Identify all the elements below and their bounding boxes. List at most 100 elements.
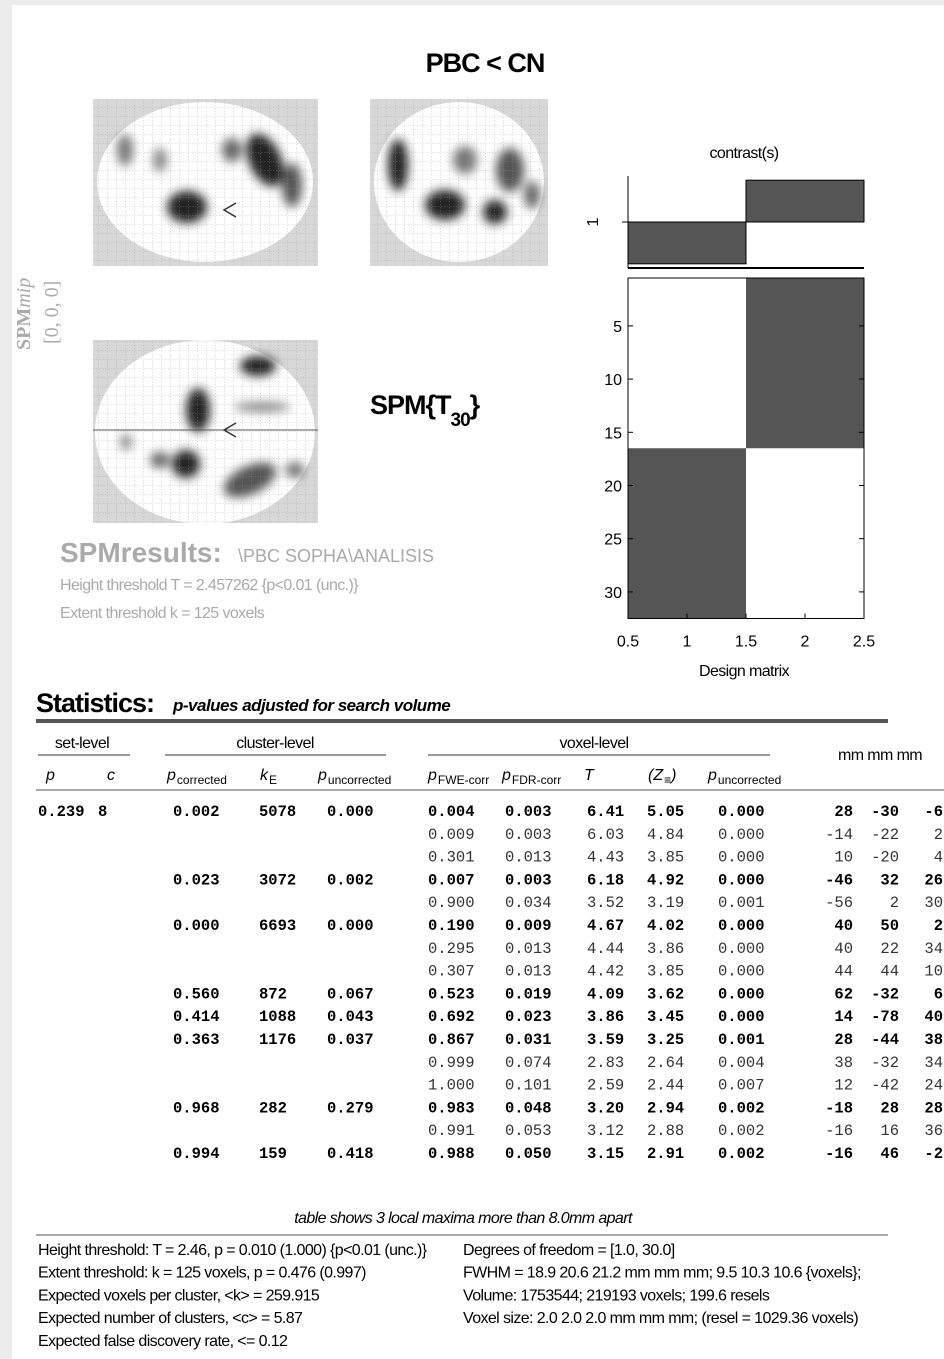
table-cell: 4.43 — [587, 849, 624, 867]
column-header-main: p — [45, 767, 55, 784]
table-cell: 16 — [880, 1122, 899, 1140]
mip-label: SPMmip — [13, 278, 35, 350]
stat-text: SPM{T — [370, 390, 452, 420]
table-cell: 6.41 — [587, 803, 624, 821]
table-cell: 30 — [924, 894, 943, 912]
table-cell: 2 — [934, 826, 943, 844]
table-cell: 0.190 — [428, 917, 475, 935]
table-cell: -6 — [924, 803, 943, 821]
table-cell: 0.053 — [505, 1122, 552, 1140]
table-cell: 0.000 — [718, 1008, 765, 1026]
footer-left: Extent threshold: k = 125 voxels, p = 0.… — [38, 1265, 366, 1282]
footer-left: Expected voxels per cluster, <k> = 259.9… — [38, 1287, 320, 1304]
table-cell: 2.64 — [647, 1054, 684, 1072]
table-cell: -42 — [871, 1077, 899, 1095]
table-cell: 0.004 — [428, 803, 475, 821]
results-path: \PBC SOPHA\ANALISIS — [238, 546, 434, 566]
stat-close: } — [470, 390, 481, 420]
stat-sub: 30 — [451, 410, 471, 431]
table-cell: -14 — [825, 826, 853, 844]
table-cell: 0.023 — [173, 871, 220, 889]
table-cell: 0.239 — [38, 803, 85, 821]
group-header: cluster-level — [236, 735, 314, 752]
table-cell: 40 — [834, 940, 853, 958]
table-cell: 2.44 — [647, 1077, 684, 1095]
column-header-main: (Z — [648, 767, 664, 784]
footer-right: Volume: 1753544; 219193 voxels; 199.6 re… — [463, 1287, 770, 1304]
table-cell: 3.45 — [647, 1008, 684, 1026]
table-cell: 0.000 — [718, 917, 765, 935]
y-tick-label: 20 — [604, 478, 622, 495]
table-cell: 0.007 — [718, 1077, 765, 1095]
table-cell: 32 — [880, 871, 899, 889]
table-cell: 10 — [924, 963, 943, 981]
y-tick-label: 10 — [604, 372, 622, 389]
table-cell: 0.002 — [718, 1122, 765, 1140]
table-cell: 0.000 — [718, 963, 765, 981]
table-cell: 3.59 — [587, 1031, 624, 1049]
extent-threshold: Extent threshold k = 125 voxels — [60, 605, 265, 622]
table-cell: 5.05 — [647, 803, 684, 821]
column-header-main: p — [317, 767, 327, 784]
table-cell: 0.019 — [505, 985, 552, 1003]
footer-left: Expected false discovery rate, <= 0.12 — [38, 1333, 288, 1350]
footer-right: Degrees of freedom = [1.0, 30.0] — [463, 1242, 675, 1259]
table-cell: 4.67 — [587, 917, 624, 935]
table-cell: 0.414 — [173, 1008, 220, 1026]
table-cell: -44 — [871, 1031, 899, 1049]
x-tick-label: 2 — [801, 634, 810, 651]
table-cell: -20 — [871, 849, 899, 867]
table-cell: 0.000 — [718, 826, 765, 844]
table-cell: 1.000 — [428, 1077, 475, 1095]
y-tick-label: 15 — [604, 425, 622, 442]
column-header-main: p — [501, 767, 511, 784]
table-cell: 12 — [834, 1077, 853, 1095]
table-cell: 0.003 — [505, 826, 552, 844]
table-cell: 0.043 — [327, 1008, 374, 1026]
table-cell: 0.295 — [428, 940, 475, 958]
table-cell: 62 — [834, 985, 853, 1003]
table-cell: 0.560 — [173, 985, 220, 1003]
results-title: SPMresults: — [60, 537, 222, 568]
table-cell: 0.067 — [327, 985, 374, 1003]
footer-left: Expected number of clusters, <c> = 5.87 — [38, 1310, 303, 1327]
table-cell: 40 — [924, 1008, 943, 1026]
table-cell: -16 — [825, 1122, 853, 1140]
footer-right: Voxel size: 2.0 2.0 2.0 mm mm mm; (resel… — [463, 1310, 858, 1327]
table-cell: 0.867 — [428, 1031, 475, 1049]
table-cell: 44 — [880, 963, 899, 981]
table-cell: 14 — [834, 1008, 853, 1026]
table-cell: 40 — [834, 917, 853, 935]
table-cell: 0.002 — [718, 1099, 765, 1117]
column-header-sub: ≡ — [664, 773, 671, 787]
table-cell: 8 — [98, 803, 107, 821]
table-cell: 2.59 — [587, 1077, 624, 1095]
table-cell: 24 — [924, 1077, 943, 1095]
table-cell: 50 — [880, 917, 899, 935]
table-cell: 3.25 — [647, 1031, 684, 1049]
table-cell: 0.000 — [173, 917, 220, 935]
column-header: p — [45, 767, 55, 784]
footer-right: FWHM = 18.9 20.6 21.2 mm mm mm; 9.5 10.3… — [463, 1265, 861, 1282]
x-tick-label: 1.5 — [735, 634, 757, 651]
table-cell: 0.037 — [327, 1031, 374, 1049]
column-header: T — [584, 767, 595, 784]
table-cell: 6.03 — [587, 826, 624, 844]
y-tick-label: 5 — [613, 319, 622, 336]
contrast-label: 1 — [585, 217, 602, 226]
contrast-bar — [628, 222, 746, 264]
table-cell: 3072 — [259, 871, 296, 889]
table-cell: 34 — [924, 1054, 943, 1072]
table-cell: 4.92 — [647, 871, 684, 889]
table-cell: 0.418 — [327, 1145, 374, 1163]
table-cell: 6693 — [259, 917, 296, 935]
table-cell: -18 — [825, 1099, 853, 1117]
column-header-main: p — [427, 767, 437, 784]
mip-coords: [0, 0, 0] — [41, 281, 63, 344]
table-cell: 3.12 — [587, 1122, 624, 1140]
table-cell: 282 — [259, 1099, 287, 1117]
table-cell: 26 — [924, 871, 943, 889]
table-cell: -22 — [871, 826, 899, 844]
table-cell: 0.363 — [173, 1031, 220, 1049]
mip-coronal — [370, 99, 548, 266]
